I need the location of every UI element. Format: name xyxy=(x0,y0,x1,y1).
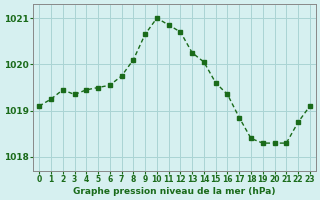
X-axis label: Graphe pression niveau de la mer (hPa): Graphe pression niveau de la mer (hPa) xyxy=(73,187,276,196)
